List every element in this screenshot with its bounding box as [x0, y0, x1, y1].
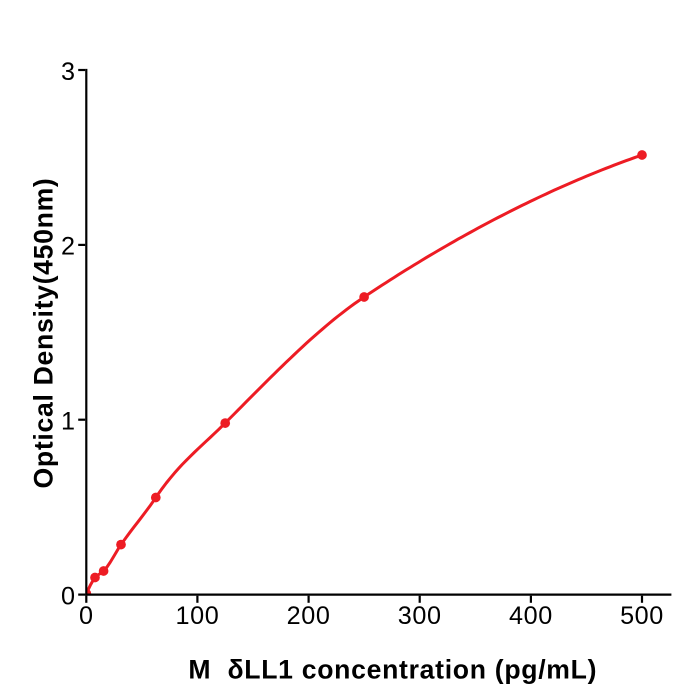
svg-text:3: 3	[61, 58, 76, 86]
svg-text:Optical Density(450nm): Optical Density(450nm)	[29, 178, 59, 489]
svg-text:1: 1	[61, 408, 76, 436]
svg-text:100: 100	[175, 602, 219, 630]
svg-text:500: 500	[620, 602, 664, 630]
svg-text:300: 300	[398, 602, 442, 630]
svg-text:0: 0	[61, 582, 76, 610]
svg-text:0: 0	[79, 602, 94, 630]
svg-text:200: 200	[287, 602, 331, 630]
svg-text:2: 2	[61, 233, 76, 261]
svg-text:400: 400	[509, 602, 553, 630]
svg-text:M δLL1 concentration (pg/mL): M δLL1 concentration (pg/mL)	[188, 654, 597, 684]
